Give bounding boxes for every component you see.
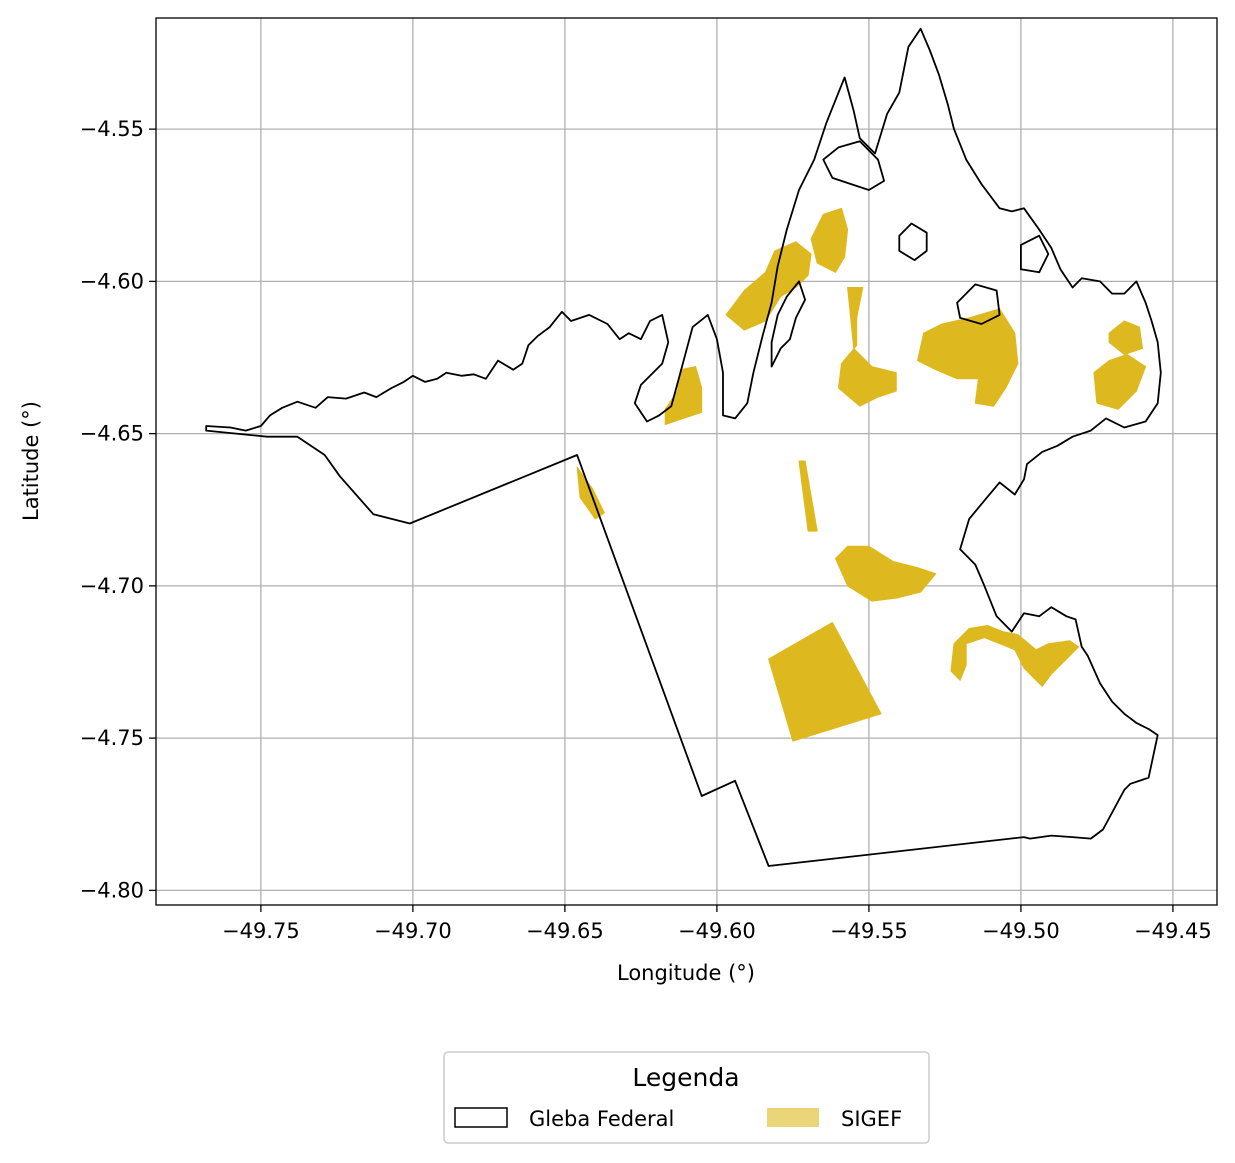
sigef-parcel-4 bbox=[917, 308, 1019, 407]
sigef-parcel-9 bbox=[835, 545, 937, 602]
legend-swatch-sigef bbox=[767, 1108, 819, 1127]
x-axis: −49.75 −49.70 −49.65 −49.60 −49.55 −49.50 −49.… bbox=[222, 905, 1212, 943]
x-tick-label-0: −49.75 bbox=[222, 919, 300, 943]
gleba-federal-island-2 bbox=[898, 222, 928, 262]
legend-title: Legenda bbox=[632, 1063, 739, 1092]
gleba-federal-outline bbox=[205, 27, 1162, 867]
plot-frame bbox=[155, 17, 1218, 906]
sigef-parcel-8 bbox=[798, 460, 818, 532]
gleba-federal-layer bbox=[205, 27, 1162, 867]
sigef-parcel-2 bbox=[810, 207, 849, 273]
y-tick-label-5: −4.80 bbox=[80, 878, 144, 902]
sigef-parcel-5 bbox=[1093, 354, 1147, 410]
sigef-layer bbox=[576, 207, 1147, 742]
legend-label-sigef: SIGEF bbox=[841, 1107, 902, 1131]
x-tick-label-4: −49.55 bbox=[830, 919, 908, 943]
sigef-parcel-3 bbox=[838, 287, 897, 407]
sigef-parcel-1 bbox=[725, 241, 812, 331]
sigef-parcel-10 bbox=[768, 621, 882, 742]
y-axis-label: Latitude (°) bbox=[19, 401, 43, 521]
x-tick-label-6: −49.45 bbox=[1134, 919, 1212, 943]
x-tick-label-3: −49.60 bbox=[678, 919, 756, 943]
y-axis: −4.55 −4.60 −4.65 −4.70 −4.75 −4.80 bbox=[80, 117, 156, 902]
sigef-parcel-6 bbox=[1108, 320, 1143, 355]
gleba-federal-island-3 bbox=[1020, 234, 1050, 274]
x-axis-label: Longitude (°) bbox=[617, 961, 755, 985]
legend: Legenda Gleba Federal SIGEF bbox=[443, 1051, 930, 1144]
x-tick-label-1: −49.70 bbox=[374, 919, 452, 943]
gleba-federal-island-0 bbox=[770, 280, 806, 368]
gleba-federal-island-4 bbox=[956, 283, 1001, 325]
sigef-parcel-11 bbox=[950, 625, 1080, 687]
y-tick-label-1: −4.60 bbox=[80, 269, 144, 293]
y-tick-label-0: −4.55 bbox=[80, 117, 144, 141]
y-tick-label-4: −4.75 bbox=[80, 726, 144, 750]
legend-label-gleba-federal: Gleba Federal bbox=[529, 1107, 674, 1131]
legend-swatch-gleba-federal bbox=[454, 1107, 508, 1128]
grid bbox=[156, 18, 1217, 905]
x-tick-label-2: −49.65 bbox=[526, 919, 604, 943]
y-tick-label-3: −4.70 bbox=[80, 574, 144, 598]
y-tick-label-2: −4.65 bbox=[80, 422, 144, 446]
x-tick-label-5: −49.50 bbox=[982, 919, 1060, 943]
gleba-federal-island-1 bbox=[822, 140, 885, 191]
